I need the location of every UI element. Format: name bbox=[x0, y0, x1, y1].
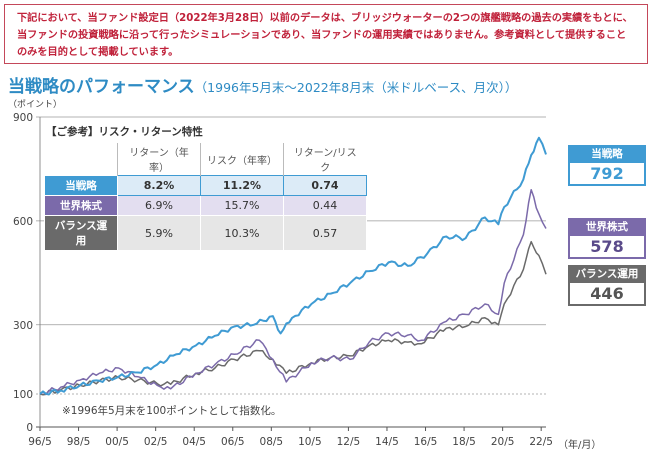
x-tick-label: 00/5 bbox=[105, 436, 129, 448]
chart-title-sub: （1996年5月末～2022年8月末（米ドルベース、月次）） bbox=[194, 80, 518, 95]
x-tick-label: 10/5 bbox=[298, 436, 322, 448]
risk-return-table: 【ご参考】リスク・リターン特性 リターン（年率） リスク（年率） リターン/リス… bbox=[44, 124, 367, 251]
x-tick-label: 08/5 bbox=[260, 436, 284, 448]
y-tick-label: 300 bbox=[13, 320, 33, 332]
series-line-world-equity bbox=[39, 188, 547, 395]
risk-table-caption: 【ご参考】リスク・リターン特性 bbox=[46, 126, 203, 138]
x-tick-label: 18/5 bbox=[452, 436, 476, 448]
badge-value: 792 bbox=[568, 163, 646, 186]
series-line-strategy bbox=[39, 136, 547, 396]
x-tick-label: 06/5 bbox=[221, 436, 245, 448]
header-return: リターン（年率） bbox=[117, 143, 201, 176]
cell-risk: 11.2% bbox=[200, 175, 284, 196]
cell-ratio: 0.74 bbox=[283, 175, 367, 196]
x-tick-label: 14/5 bbox=[375, 436, 399, 448]
x-tick-labels: 96/5 98/5 00/5 02/5 04/5 06/5 08/5 10/5 12/5 14/5… bbox=[28, 427, 553, 448]
x-tick-label: 16/5 bbox=[414, 436, 438, 448]
y-axis-unit: （ポイント） bbox=[8, 100, 63, 110]
x-tick-label: 22/5 bbox=[529, 436, 553, 448]
cell-risk: 15.7% bbox=[200, 195, 284, 216]
x-axis-unit: （年/月） bbox=[558, 440, 602, 451]
table-row-world-equity: 世界株式 6.9% 15.7% 0.44 bbox=[44, 195, 367, 216]
x-tick-label: 98/5 bbox=[67, 436, 91, 448]
risk-table-corner bbox=[45, 143, 118, 176]
y-tick-label: 0 bbox=[26, 422, 33, 434]
table-row-balanced: バランス運用 5.9% 10.3% 0.57 bbox=[44, 215, 367, 251]
badge-label: 世界株式 bbox=[568, 218, 646, 236]
cell-return: 5.9% bbox=[117, 215, 201, 251]
series-line-balanced bbox=[39, 240, 547, 396]
row-label: 当戦略 bbox=[44, 175, 118, 196]
chart-title: 当戦略のパフォーマンス（1996年5月末～2022年8月末（米ドルベース、月次）… bbox=[8, 72, 517, 97]
badge-label: 当戦略 bbox=[568, 145, 646, 163]
x-tick-label: 96/5 bbox=[28, 436, 52, 448]
x-tick-label: 12/5 bbox=[337, 436, 361, 448]
x-tick-label: 04/5 bbox=[182, 436, 206, 448]
risk-table: リターン（年率） リスク（年率） リターン/リスク 当戦略 8.2% 11.2%… bbox=[44, 143, 367, 251]
row-label: 世界株式 bbox=[44, 195, 118, 216]
cell-ratio: 0.44 bbox=[283, 195, 367, 216]
end-value-badge-world-equity: 世界株式 578 bbox=[568, 218, 646, 259]
y-tick-label: 600 bbox=[13, 216, 33, 228]
cell-ratio: 0.57 bbox=[283, 215, 367, 251]
cell-risk: 10.3% bbox=[200, 215, 284, 251]
header-risk: リスク（年率） bbox=[200, 143, 284, 176]
x-tick-label: 02/5 bbox=[144, 436, 168, 448]
row-label: バランス運用 bbox=[44, 215, 118, 251]
header-ratio: リターン/リスク bbox=[283, 143, 367, 176]
x-tick-label: 20/5 bbox=[491, 436, 515, 448]
chart-title-main: 当戦略のパフォーマンス bbox=[8, 77, 195, 97]
disclaimer-notice: 下記において、当ファンド設定日（2022年3月28日）以前のデータは、ブリッジウ… bbox=[4, 4, 648, 64]
badge-value: 578 bbox=[568, 236, 646, 259]
index-note: ※1996年5月末を100ポイントとして指数化。 bbox=[62, 405, 282, 417]
y-tick-labels: 0 100 300 600 900 bbox=[13, 112, 33, 434]
risk-table-header: リターン（年率） リスク（年率） リターン/リスク bbox=[45, 143, 367, 176]
end-value-badge-balanced: バランス運用 446 bbox=[568, 265, 646, 306]
badge-label: バランス運用 bbox=[568, 265, 646, 283]
series-lines bbox=[39, 136, 547, 396]
cell-return: 8.2% bbox=[117, 175, 201, 196]
end-value-badge-strategy: 当戦略 792 bbox=[568, 145, 646, 186]
y-tick-label: 100 bbox=[13, 389, 33, 401]
y-tick-label: 900 bbox=[13, 112, 33, 124]
table-row-strategy: 当戦略 8.2% 11.2% 0.74 bbox=[44, 175, 367, 196]
badge-value: 446 bbox=[568, 283, 646, 306]
cell-return: 6.9% bbox=[117, 195, 201, 216]
